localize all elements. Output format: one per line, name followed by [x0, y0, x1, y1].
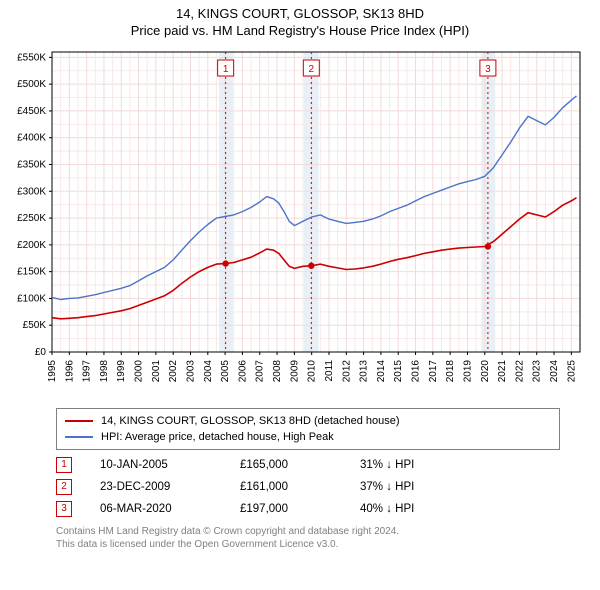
svg-text:1995: 1995 — [47, 360, 58, 383]
svg-text:£300K: £300K — [17, 186, 46, 197]
svg-text:£150K: £150K — [17, 267, 46, 278]
svg-text:2011: 2011 — [324, 360, 335, 382]
sale-date: 10-JAN-2005 — [100, 459, 240, 471]
page-subtitle: Price paid vs. HM Land Registry's House … — [0, 23, 600, 38]
footer-line: This data is licensed under the Open Gov… — [56, 539, 588, 552]
sale-row: 3 06-MAR-2020£197,00040% ↓ HPI — [56, 498, 560, 520]
svg-text:1996: 1996 — [64, 360, 75, 383]
svg-text:£550K: £550K — [17, 52, 46, 63]
legend-label: HPI: Average price, detached house, High… — [101, 431, 334, 443]
sale-price: £197,000 — [240, 503, 360, 515]
footer-line: Contains HM Land Registry data © Crown c… — [56, 526, 588, 539]
svg-text:2014: 2014 — [376, 360, 387, 383]
sale-row: 2 23-DEC-2009£161,00037% ↓ HPI — [56, 476, 560, 498]
svg-text:£0: £0 — [35, 347, 47, 358]
svg-text:£50K: £50K — [23, 320, 47, 331]
svg-text:2018: 2018 — [445, 360, 456, 383]
svg-text:2020: 2020 — [480, 360, 491, 383]
svg-text:2017: 2017 — [428, 360, 439, 383]
svg-text:2004: 2004 — [203, 360, 214, 383]
sale-diff: 40% ↓ HPI — [360, 503, 414, 515]
sale-date: 23-DEC-2009 — [100, 481, 240, 493]
svg-text:2021: 2021 — [497, 360, 508, 383]
svg-text:£350K: £350K — [17, 160, 46, 171]
sale-marker: 3 — [56, 501, 72, 517]
sale-marker: 2 — [56, 479, 72, 495]
svg-text:£400K: £400K — [17, 133, 46, 144]
legend-item: 14, KINGS COURT, GLOSSOP, SK13 8HD (deta… — [65, 413, 551, 429]
page-title: 14, KINGS COURT, GLOSSOP, SK13 8HD — [0, 6, 600, 21]
svg-text:£200K: £200K — [17, 240, 46, 251]
svg-text:1: 1 — [223, 64, 229, 75]
svg-text:2025: 2025 — [566, 360, 577, 383]
svg-text:3: 3 — [485, 64, 491, 75]
footer: Contains HM Land Registry data © Crown c… — [56, 526, 588, 551]
svg-text:2009: 2009 — [289, 360, 300, 383]
svg-text:2000: 2000 — [134, 360, 145, 383]
svg-text:2013: 2013 — [359, 360, 370, 383]
svg-text:2002: 2002 — [168, 360, 179, 383]
svg-text:£250K: £250K — [17, 213, 46, 224]
svg-text:2: 2 — [309, 64, 315, 75]
svg-text:2023: 2023 — [532, 360, 543, 383]
sale-row: 1 10-JAN-2005£165,00031% ↓ HPI — [56, 454, 560, 476]
svg-text:1999: 1999 — [116, 360, 127, 383]
svg-text:2016: 2016 — [411, 360, 422, 383]
svg-text:1998: 1998 — [99, 360, 110, 383]
legend: 14, KINGS COURT, GLOSSOP, SK13 8HD (deta… — [56, 408, 560, 450]
legend-item: HPI: Average price, detached house, High… — [65, 429, 551, 445]
svg-text:£500K: £500K — [17, 79, 46, 90]
svg-text:2008: 2008 — [272, 360, 283, 383]
svg-text:1997: 1997 — [82, 360, 93, 383]
price-chart: £0 £50K £100K £150K £200K £250K £300K £350K £400… — [0, 42, 600, 402]
legend-swatch — [65, 436, 93, 438]
svg-text:2003: 2003 — [185, 360, 196, 383]
svg-text:2005: 2005 — [220, 360, 231, 383]
svg-text:£100K: £100K — [17, 293, 46, 304]
sales-table: 1 10-JAN-2005£165,00031% ↓ HPI 2 23-DEC-200… — [56, 454, 560, 520]
sale-marker: 1 — [56, 457, 72, 473]
svg-text:£450K: £450K — [17, 106, 46, 117]
sale-diff: 37% ↓ HPI — [360, 481, 414, 493]
svg-text:2007: 2007 — [255, 360, 266, 383]
sale-diff: 31% ↓ HPI — [360, 459, 414, 471]
sale-price: £165,000 — [240, 459, 360, 471]
svg-text:2012: 2012 — [341, 360, 352, 383]
svg-text:2019: 2019 — [462, 360, 473, 383]
legend-label: 14, KINGS COURT, GLOSSOP, SK13 8HD (deta… — [101, 415, 400, 427]
svg-text:2015: 2015 — [393, 360, 404, 383]
legend-swatch — [65, 420, 93, 422]
svg-text:2022: 2022 — [514, 360, 525, 383]
svg-text:2024: 2024 — [549, 360, 560, 383]
sale-date: 06-MAR-2020 — [100, 503, 240, 515]
svg-text:2010: 2010 — [307, 360, 318, 383]
svg-text:2001: 2001 — [151, 360, 162, 383]
svg-text:2006: 2006 — [237, 360, 248, 383]
sale-price: £161,000 — [240, 481, 360, 493]
